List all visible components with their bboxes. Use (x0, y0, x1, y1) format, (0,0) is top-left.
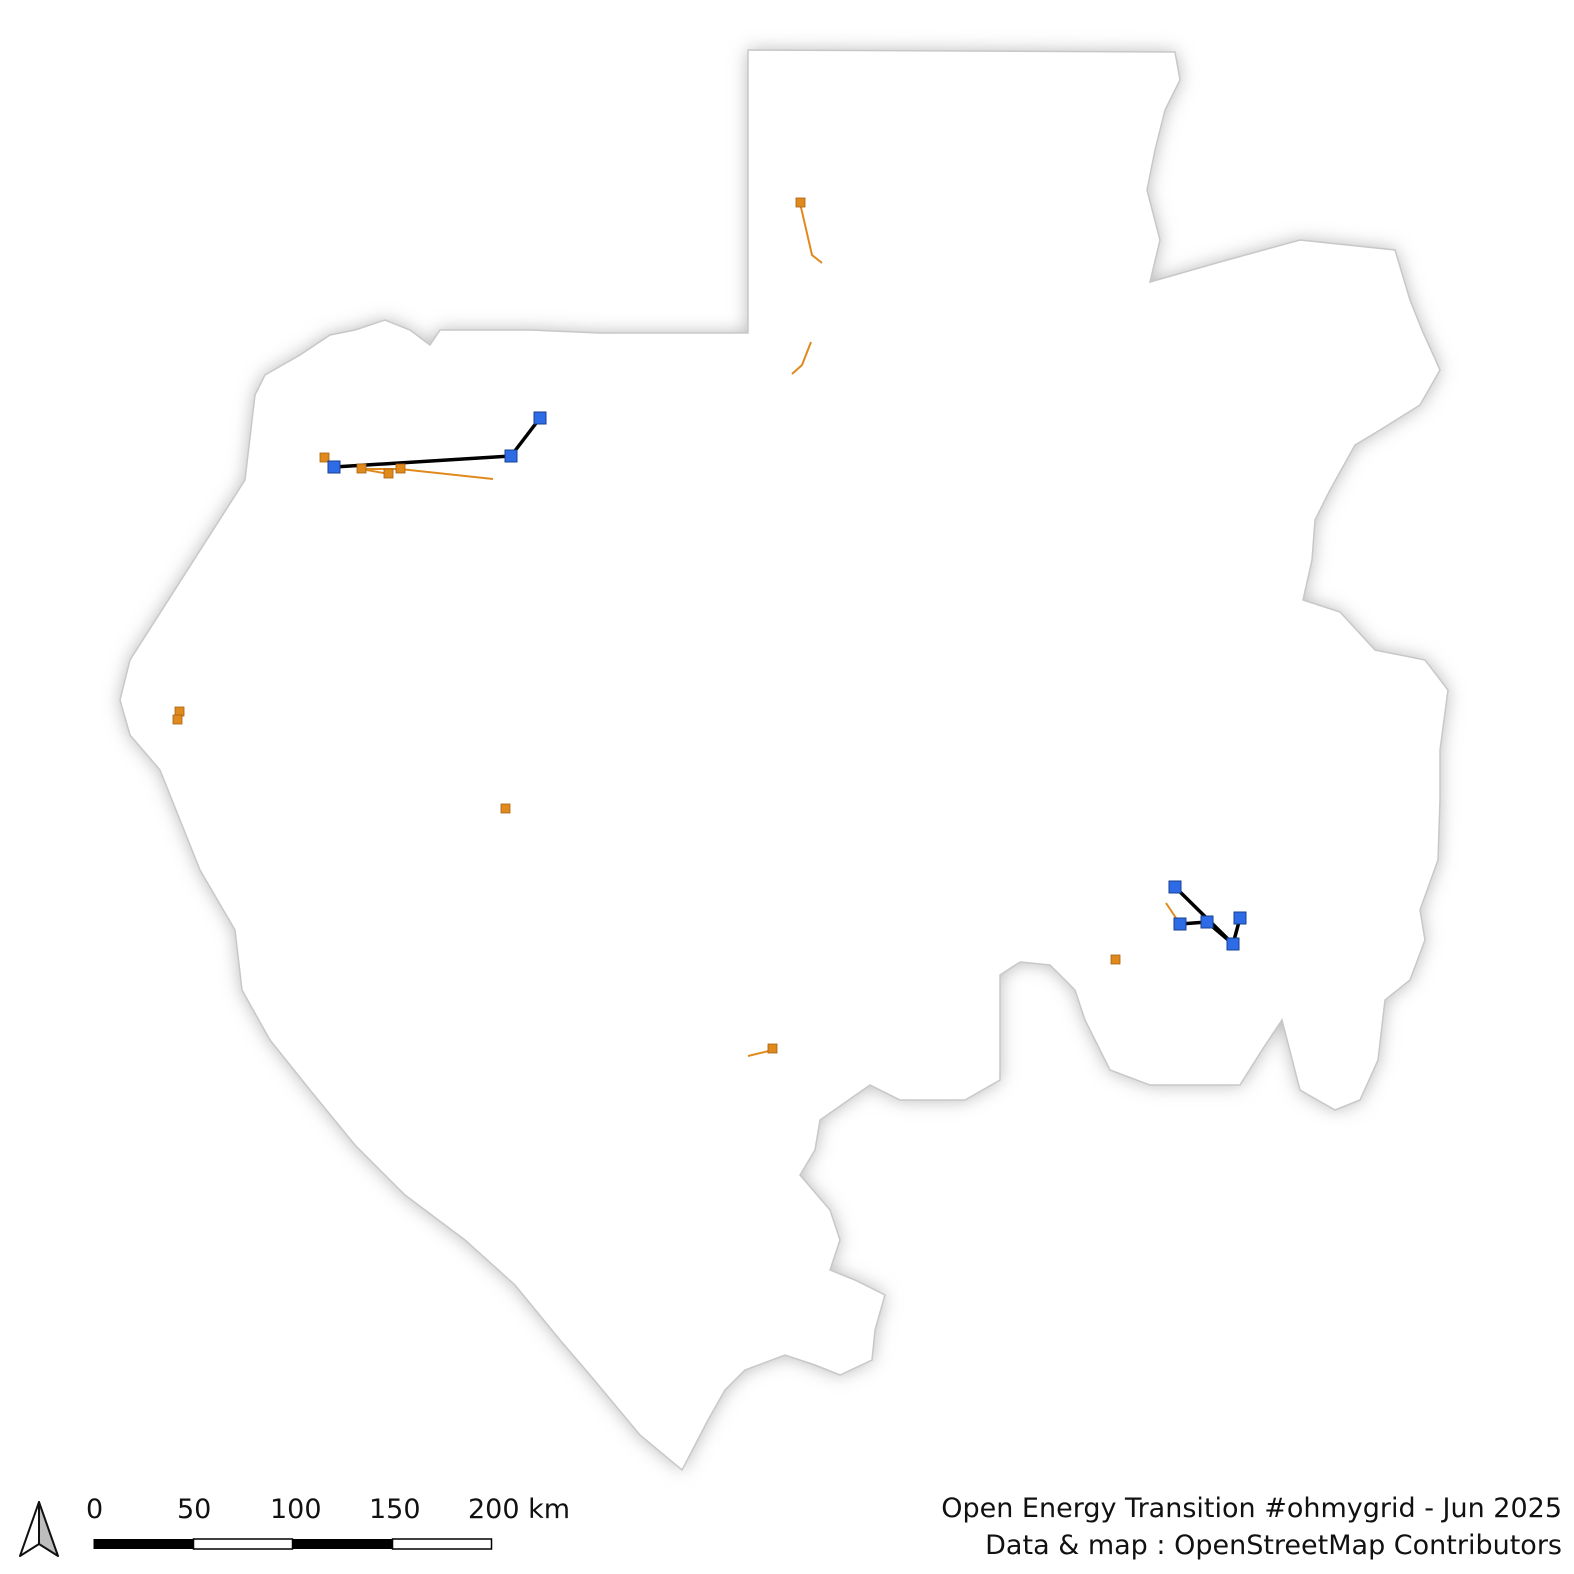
scale-label-50: 50 (177, 1494, 212, 1525)
substation-low[interactable] (795, 197, 806, 208)
substation-high[interactable] (327, 460, 341, 474)
high-voltage-substations (327, 411, 1247, 951)
scale-label-0: 0 (86, 1494, 104, 1525)
scale-bar (93, 1538, 493, 1550)
substation-low[interactable] (1110, 954, 1121, 965)
substation-low[interactable] (383, 468, 394, 479)
substation-low[interactable] (767, 1043, 778, 1054)
substation-low[interactable] (500, 803, 511, 814)
substation-high[interactable] (1233, 911, 1247, 925)
substation-low[interactable] (356, 463, 367, 474)
substation-high[interactable] (504, 449, 518, 463)
scale-label-100: 100 (270, 1494, 322, 1525)
credit-line-2: Data & map : OpenStreetMap Contributors (985, 1530, 1562, 1561)
scale-label-200: 200 km (468, 1494, 571, 1525)
substation-high[interactable] (1200, 915, 1214, 929)
substation-low[interactable] (319, 452, 330, 463)
line-north-2 (791, 341, 812, 375)
substation-high[interactable] (533, 411, 547, 425)
substation-high[interactable] (1168, 880, 1182, 894)
scale-label-150: 150 (369, 1494, 421, 1525)
substation-high[interactable] (1173, 917, 1187, 931)
substation-high[interactable] (1226, 937, 1240, 951)
north-arrow-icon (19, 1501, 59, 1557)
country-outline (119, 49, 1449, 1472)
line-north-1 (799, 202, 823, 264)
substation-low[interactable] (395, 463, 406, 474)
map-credit: Open Energy Transition #ohmygrid - Jun 2… (941, 1490, 1562, 1564)
substation-low[interactable] (172, 714, 183, 725)
credit-line-1: Open Energy Transition #ohmygrid - Jun 2… (941, 1493, 1562, 1524)
low-voltage-substations (172, 197, 1121, 1054)
